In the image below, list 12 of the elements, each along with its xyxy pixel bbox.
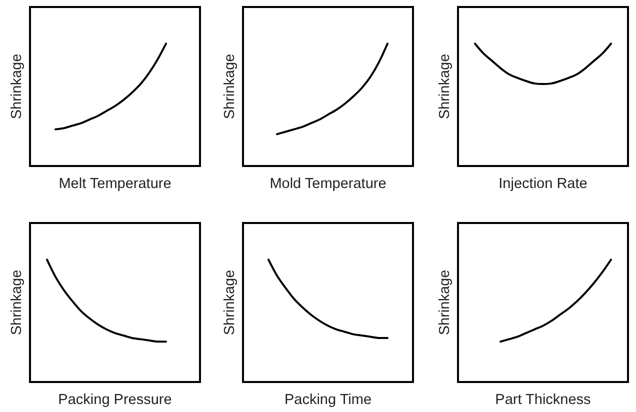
x-axis-title: Packing Time: [284, 392, 372, 408]
y-axis-title: Shrinkage: [222, 54, 238, 120]
x-axis-title: Injection Rate: [498, 176, 588, 192]
y-axis-title: Shrinkage: [9, 54, 25, 120]
x-axis-title: Melt Temperature: [58, 176, 172, 192]
x-axis-title: Packing Pressure: [58, 392, 172, 408]
y-axis-title: Shrinkage: [437, 270, 453, 336]
y-axis-title: Shrinkage: [222, 270, 238, 336]
y-axis-title: Shrinkage: [437, 54, 453, 120]
x-axis-title: Part Thickness: [495, 392, 591, 408]
y-axis-title: Shrinkage: [9, 270, 25, 336]
x-axis-title: Mold Temperature: [270, 176, 386, 192]
